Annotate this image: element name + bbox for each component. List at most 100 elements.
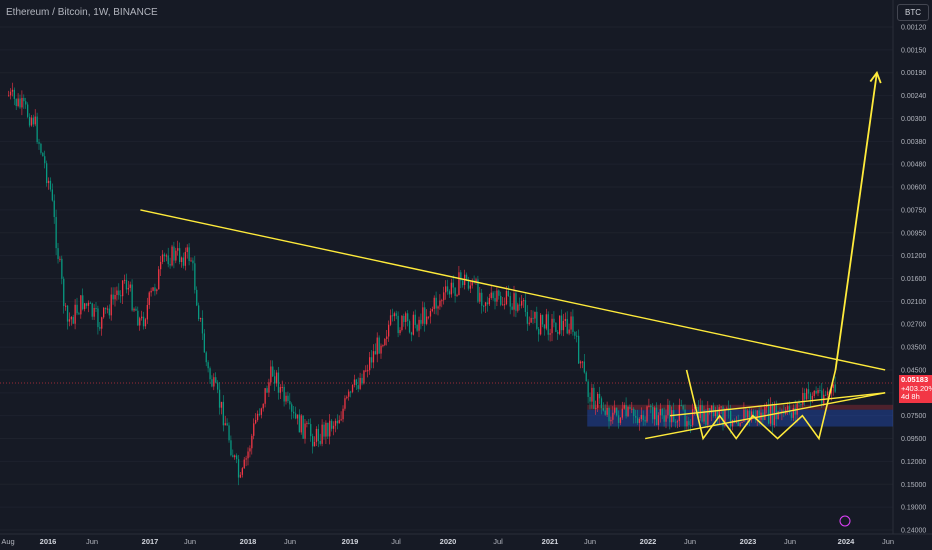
candle-body: [773, 404, 775, 426]
candle-body: [798, 402, 800, 404]
candle-body: [169, 264, 171, 266]
candle-body: [361, 377, 363, 384]
candle-body: [418, 319, 420, 331]
candle-body: [484, 302, 487, 306]
candle-body: [826, 391, 829, 395]
zigzag-path: [685, 369, 837, 441]
candle-body: [549, 333, 551, 335]
price-tick-label: 0.19000: [901, 505, 926, 512]
candle-body: [129, 284, 131, 288]
candle-body: [834, 384, 836, 392]
candle-body: [716, 410, 718, 419]
candle-body: [49, 180, 52, 190]
candle-body: [541, 314, 544, 325]
candle-body: [513, 293, 515, 310]
price-tick-label: 0.00150: [901, 47, 926, 54]
time-tick-label: 2019: [342, 537, 359, 546]
candle-body: [253, 423, 255, 436]
time-tick-label: Aug: [1, 537, 14, 546]
candle-body: [150, 290, 152, 293]
candle-body: [241, 468, 243, 475]
candle-body: [465, 274, 468, 281]
candle-body: [112, 294, 114, 300]
candle-body: [564, 318, 566, 321]
candle-body: [300, 415, 302, 433]
candle-body: [264, 388, 266, 404]
candle-body: [28, 116, 31, 126]
candle-body: [30, 117, 33, 126]
current-price-tag: 0.05183 +403.20% 4d 8h: [899, 375, 932, 403]
candle-body: [743, 409, 745, 422]
time-tick-label: Jun: [784, 537, 796, 546]
candle-body: [123, 279, 126, 281]
candle-body: [323, 424, 325, 437]
candle-body: [830, 388, 832, 394]
candle-body: [722, 406, 724, 426]
candle-body: [331, 420, 333, 429]
candle-body: [408, 321, 411, 333]
candle-body: [74, 304, 76, 324]
resistance-zone: [587, 404, 893, 410]
candle-body: [395, 313, 397, 316]
price-tick-label: 0.15000: [901, 482, 926, 489]
candle-body: [11, 89, 14, 92]
candle-body: [397, 315, 399, 334]
candle-body: [703, 410, 705, 422]
candle-body: [287, 395, 289, 402]
candle-body: [399, 330, 401, 334]
candle-body: [91, 303, 93, 317]
currency-badge[interactable]: BTC: [897, 4, 929, 21]
candle-body: [346, 396, 348, 399]
candle-body: [581, 361, 584, 363]
candle-body: [606, 407, 608, 415]
candle-body: [190, 260, 192, 262]
time-tick-label: 2018: [240, 537, 257, 546]
candle-body: [730, 410, 732, 427]
candle-body: [142, 316, 145, 327]
candle-body: [127, 287, 129, 290]
candle-body: [388, 324, 390, 337]
candle-body: [363, 370, 365, 384]
candle-body: [435, 297, 437, 309]
candle-body: [612, 412, 614, 420]
candle-body: [36, 116, 38, 143]
candle-body: [27, 104, 29, 117]
candles: [8, 82, 836, 486]
candle-body: [85, 303, 88, 306]
candle-body: [821, 390, 823, 404]
price-tick-label: 0.01200: [901, 253, 926, 260]
candle-body: [560, 315, 563, 331]
candle-body: [602, 408, 604, 411]
candle-body: [574, 331, 576, 336]
candle-body: [199, 318, 202, 320]
candle-body: [424, 307, 426, 324]
candle-body: [340, 419, 342, 421]
candle-body: [832, 384, 834, 389]
candle-body: [448, 291, 451, 295]
candle-body: [154, 287, 156, 292]
candle-body: [807, 389, 810, 394]
candle-body: [57, 248, 59, 260]
candle-body: [137, 310, 139, 326]
current-price: 0.05183: [901, 375, 929, 384]
candle-body: [705, 410, 707, 425]
candle-body: [604, 410, 606, 415]
candle-body: [258, 413, 261, 415]
candle-body: [589, 396, 591, 402]
candle-body: [680, 405, 682, 407]
candle-body: [633, 408, 635, 416]
candle-body: [701, 405, 703, 422]
candle-body: [355, 379, 357, 386]
candle-body: [543, 324, 546, 329]
candle-body: [479, 292, 481, 302]
candle-body: [650, 405, 652, 408]
candle-body: [655, 407, 658, 426]
projection-arrow-head: [869, 70, 882, 84]
candle-body: [787, 406, 789, 410]
candle-body: [747, 410, 749, 418]
candle-body: [53, 200, 55, 218]
candle-body: [623, 405, 625, 409]
candle-body: [156, 289, 158, 292]
candle-body: [114, 294, 116, 300]
